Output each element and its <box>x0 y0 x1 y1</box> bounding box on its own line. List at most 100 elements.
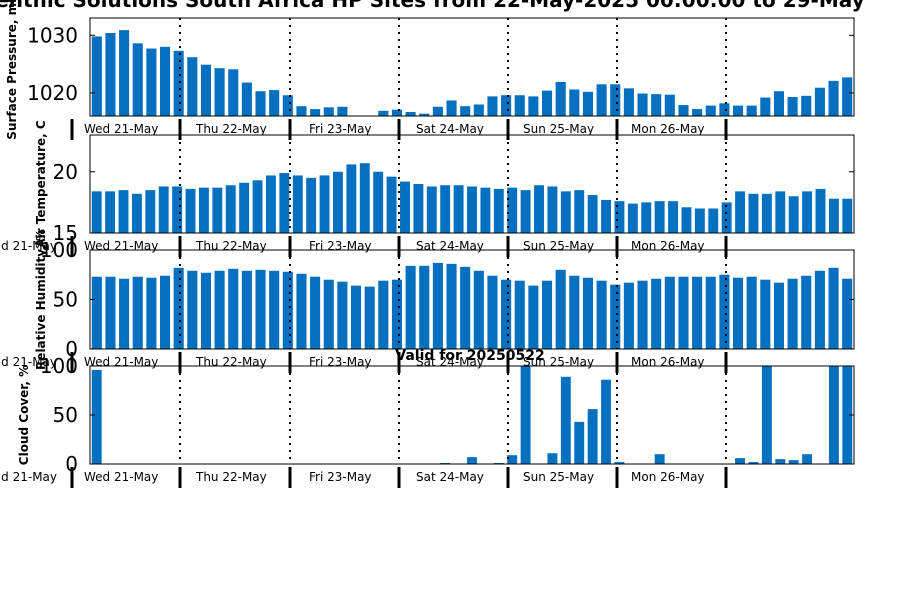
data-bar <box>601 379 611 464</box>
data-bar <box>596 84 607 116</box>
data-bar <box>91 369 102 464</box>
data-bar <box>555 269 566 349</box>
data-bar <box>761 193 772 233</box>
data-bar <box>705 276 716 349</box>
data-bar <box>426 186 437 233</box>
data-bar <box>119 278 130 349</box>
data-bar <box>306 177 317 234</box>
data-bar <box>159 275 171 349</box>
data-bar <box>582 277 594 349</box>
data-bar <box>802 191 813 233</box>
data-bar <box>241 82 252 116</box>
data-bar <box>310 109 321 116</box>
data-bar <box>678 276 689 349</box>
data-bar <box>405 111 416 116</box>
data-bar <box>668 201 679 233</box>
data-bar <box>623 88 634 116</box>
data-bar <box>773 282 785 349</box>
data-bar <box>333 171 343 233</box>
data-bar <box>651 94 662 116</box>
data-bar <box>514 95 525 116</box>
data-bar <box>118 190 129 234</box>
y-tick-label: 100 <box>40 354 78 378</box>
data-bar <box>432 106 443 116</box>
day-label: Sun 25-May <box>523 239 594 253</box>
data-bar <box>91 276 102 349</box>
day-label: Mon 26-May <box>631 470 705 484</box>
data-bar <box>787 96 798 116</box>
data-bar <box>292 175 303 233</box>
panel-title: Valid for 20250522 <box>395 348 544 364</box>
data-bar <box>541 280 553 349</box>
data-bar <box>378 110 389 116</box>
data-bar <box>587 409 598 464</box>
data-bar <box>748 193 759 233</box>
data-bar <box>574 421 585 464</box>
day-label: Thu 22-May <box>195 239 267 253</box>
data-bar <box>119 30 130 116</box>
data-bar <box>214 270 225 349</box>
data-bar <box>641 202 652 234</box>
data-bar <box>225 185 236 233</box>
data-bar <box>601 199 611 233</box>
data-bar <box>678 105 689 116</box>
data-bar <box>814 87 825 116</box>
data-bar <box>705 105 716 116</box>
data-bar <box>560 191 571 233</box>
data-bar <box>788 460 799 464</box>
data-bar <box>185 188 196 233</box>
data-bar <box>735 191 746 233</box>
data-bar <box>467 186 477 233</box>
day-label: Sun 25-May <box>523 122 594 136</box>
y-axis-label: Surface Pressure, mb <box>5 0 19 140</box>
data-bar <box>801 95 812 116</box>
data-bar <box>173 267 184 349</box>
y-tick-label: 50 <box>53 403 78 427</box>
data-bar <box>828 198 839 233</box>
y-tick-label: 0 <box>65 452 78 476</box>
data-bar <box>746 105 757 116</box>
day-label: Sun 25-May <box>523 470 594 484</box>
data-bar <box>265 175 276 233</box>
data-bar <box>391 279 403 349</box>
data-bar <box>337 281 348 349</box>
data-bar <box>405 265 416 349</box>
data-bar <box>480 187 491 233</box>
data-bar <box>91 36 102 117</box>
data-bar <box>773 91 785 116</box>
data-bar <box>446 100 457 116</box>
data-bar <box>323 107 334 116</box>
y-tick-label: 50 <box>53 288 78 312</box>
data-bar <box>787 278 798 349</box>
data-bar <box>681 207 692 233</box>
data-bar <box>255 269 266 349</box>
day-label: Wed 21-May <box>84 355 158 369</box>
data-bar <box>460 106 471 116</box>
data-bar <box>596 280 607 349</box>
data-bar <box>159 46 171 116</box>
day-label: Wed 21-May <box>84 122 158 136</box>
data-bar <box>627 203 638 233</box>
data-bar <box>569 89 580 116</box>
data-bar <box>541 90 553 116</box>
data-bar <box>105 276 116 349</box>
data-bar <box>732 277 744 349</box>
data-bar <box>721 202 732 234</box>
data-bar <box>310 276 321 349</box>
data-bar <box>378 280 389 349</box>
data-bar <box>637 280 648 349</box>
data-bar <box>467 457 477 464</box>
y-axis-label: Cloud Cover, % <box>17 365 31 465</box>
data-bar <box>761 366 772 464</box>
data-bar <box>514 280 525 349</box>
data-bar <box>534 185 544 233</box>
data-bar <box>610 284 621 349</box>
data-bar <box>158 186 169 233</box>
data-bar <box>664 276 675 349</box>
y-tick-label: 1020 <box>27 81 78 105</box>
data-bar <box>732 105 744 116</box>
data-bar <box>105 191 116 233</box>
data-bar <box>252 180 263 233</box>
day-label-clipped: d 21-May <box>1 355 57 369</box>
